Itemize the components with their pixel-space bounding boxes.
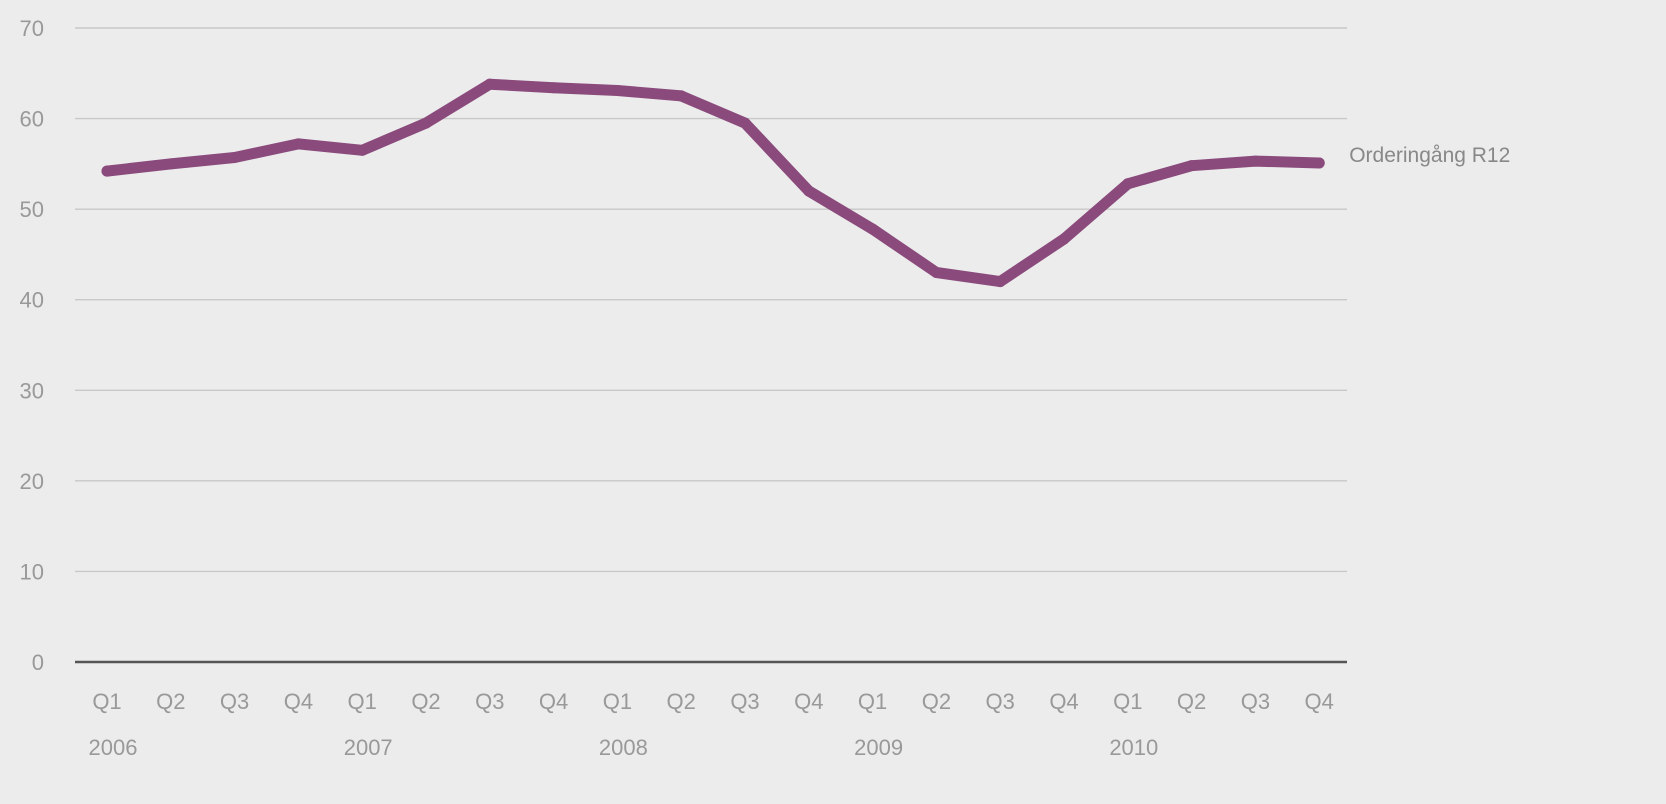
x-tick-label: Q4 xyxy=(1305,689,1334,714)
y-tick-label: 0 xyxy=(32,650,44,675)
x-tick-label: Q1 xyxy=(1113,689,1142,714)
year-label: 2006 xyxy=(89,735,138,760)
year-label: 2009 xyxy=(854,735,903,760)
data-point xyxy=(994,276,1006,288)
x-tick-label: Q4 xyxy=(794,689,823,714)
x-tick-label: Q1 xyxy=(92,689,121,714)
x-tick-label: Q2 xyxy=(922,689,951,714)
x-tick-label: Q3 xyxy=(1241,689,1270,714)
data-point xyxy=(739,117,751,129)
data-point xyxy=(930,267,942,279)
y-tick-label: 20 xyxy=(20,469,44,494)
x-tick-label: Q2 xyxy=(411,689,440,714)
x-tick-label: Q1 xyxy=(858,689,887,714)
x-tick-label: Q3 xyxy=(986,689,1015,714)
y-axis-tick-labels: 0 10 20 30 40 50 60 70 xyxy=(20,16,44,675)
y-tick-label: 10 xyxy=(20,559,44,584)
x-tick-label: Q3 xyxy=(475,689,504,714)
data-point xyxy=(611,84,623,96)
data-point xyxy=(803,185,815,197)
data-point xyxy=(1122,178,1134,190)
data-point xyxy=(1058,233,1070,245)
series-layer: Orderingång R12 xyxy=(101,78,1510,288)
data-point xyxy=(1313,157,1325,169)
data-point xyxy=(292,138,304,150)
data-point xyxy=(548,82,560,94)
x-tick-label: Q4 xyxy=(284,689,313,714)
x-axis-tick-labels: Q1 Q2 Q3 Q4 Q1 Q2 Q3 Q4 Q1 Q2 Q3 Q4 Q1 Q2 Q3 Q4 Q1 Q2 Q3 Q4… xyxy=(89,689,1334,760)
y-tick-label: 70 xyxy=(20,16,44,41)
data-point xyxy=(165,158,177,170)
year-label: 2008 xyxy=(599,735,648,760)
data-point xyxy=(484,78,496,90)
x-tick-label: Q1 xyxy=(603,689,632,714)
y-tick-label: 40 xyxy=(20,288,44,313)
year-label: 2010 xyxy=(1109,735,1158,760)
y-tick-label: 30 xyxy=(20,378,44,403)
y-tick-label: 60 xyxy=(20,107,44,132)
x-tick-label: Q1 xyxy=(348,689,377,714)
x-tick-label: Q2 xyxy=(667,689,696,714)
data-point xyxy=(1186,160,1198,172)
data-point xyxy=(356,144,368,156)
x-tick-label: Q3 xyxy=(730,689,759,714)
y-tick-label: 50 xyxy=(20,197,44,222)
x-tick-label: Q2 xyxy=(156,689,185,714)
year-label: 2007 xyxy=(344,735,393,760)
x-tick-label: Q3 xyxy=(220,689,249,714)
data-point xyxy=(229,152,241,164)
gridlines xyxy=(75,27,1347,664)
x-tick-label: Q2 xyxy=(1177,689,1206,714)
data-point xyxy=(420,117,432,129)
x-tick-label: Q4 xyxy=(1049,689,1078,714)
data-point xyxy=(867,223,879,235)
x-tick-label: Q4 xyxy=(539,689,568,714)
data-point xyxy=(1249,155,1261,167)
series-line xyxy=(101,78,1325,288)
data-point xyxy=(675,90,687,102)
data-point xyxy=(101,165,113,177)
series-label: Orderingång R12 xyxy=(1349,144,1510,167)
